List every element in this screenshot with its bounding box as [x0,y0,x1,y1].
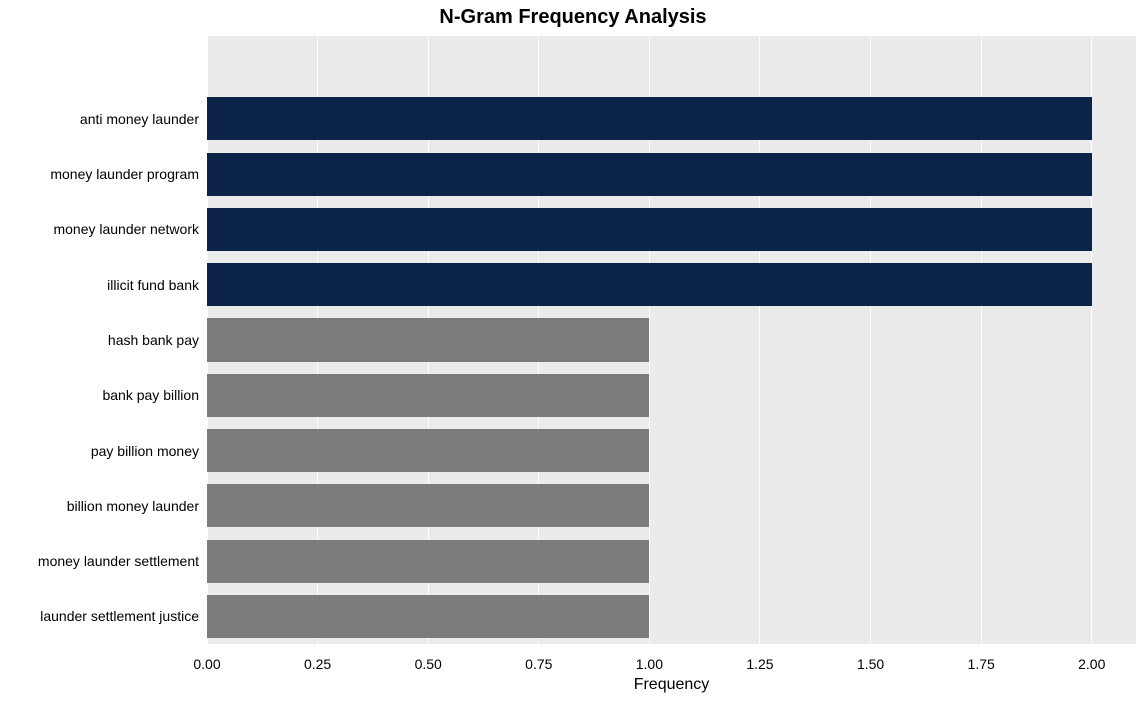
bar [207,540,649,583]
y-tick-label: pay billion money [0,443,199,459]
bar [207,263,1092,306]
y-tick-label: money launder network [0,221,199,237]
y-tick-label: anti money launder [0,111,199,127]
bar [207,484,649,527]
bar [207,595,649,638]
y-tick-label: billion money launder [0,498,199,514]
y-tick-label: hash bank pay [0,332,199,348]
bar [207,374,649,417]
x-tick-label: 0.75 [525,656,552,672]
y-tick-label: money launder program [0,166,199,182]
bar [207,153,1092,196]
x-tick-label: 1.50 [857,656,884,672]
bar [207,97,1092,140]
x-tick-label: 1.25 [746,656,773,672]
ngram-chart: N-Gram Frequency Analysis Frequency anti… [0,0,1146,701]
x-tick-label: 0.00 [193,656,220,672]
x-tick-label: 0.25 [304,656,331,672]
y-tick-label: money launder settlement [0,553,199,569]
bar [207,318,649,361]
x-tick-label: 1.75 [968,656,995,672]
x-tick-label: 1.00 [636,656,663,672]
x-tick-label: 0.50 [415,656,442,672]
bar [207,429,649,472]
plot-band [207,36,1136,91]
chart-title: N-Gram Frequency Analysis [0,6,1146,29]
plot-area [207,36,1136,644]
y-tick-label: launder settlement justice [0,608,199,624]
x-tick-label: 2.00 [1078,656,1105,672]
y-tick-label: bank pay billion [0,387,199,403]
bar [207,208,1092,251]
y-tick-label: illicit fund bank [0,277,199,293]
x-axis-label: Frequency [207,676,1136,694]
